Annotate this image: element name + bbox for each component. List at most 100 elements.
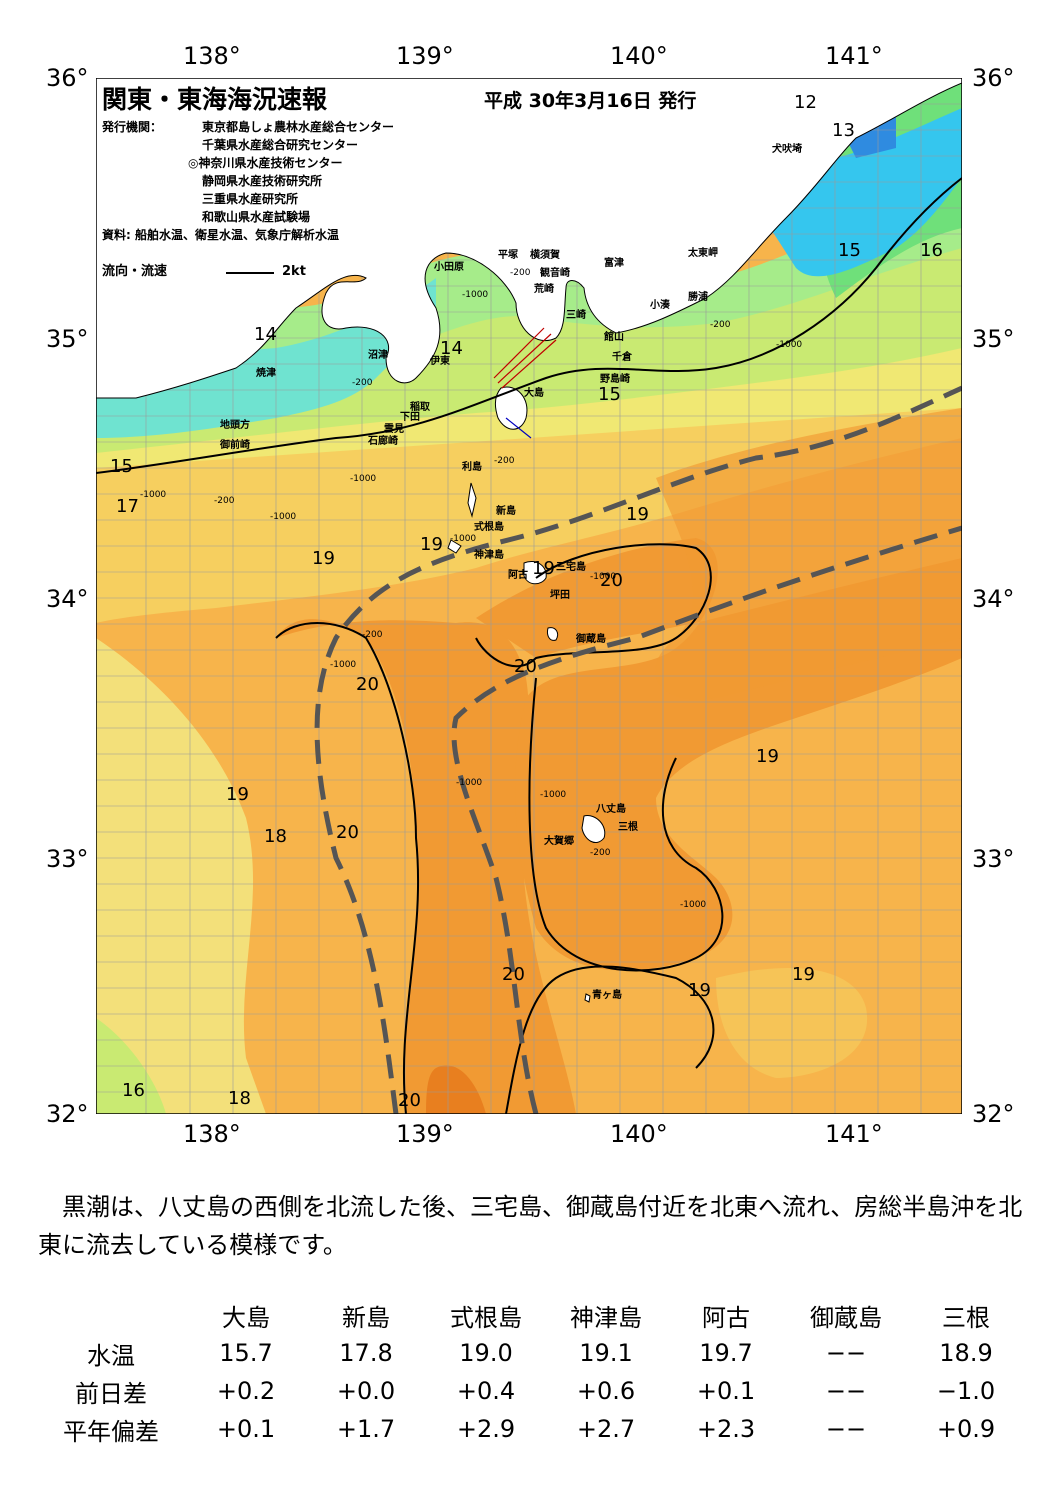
isotherm-label: 20	[356, 674, 379, 695]
place-katsuura: 勝浦	[688, 292, 708, 303]
place-tateyama: 館山	[604, 332, 624, 343]
temp-zone-21	[426, 1065, 486, 1114]
table-cell: +2.9	[456, 1415, 516, 1443]
place-inatori: 稲取	[410, 402, 430, 413]
place-arasaki: 荒崎	[534, 284, 554, 295]
land-izu-oshima	[494, 386, 528, 430]
table-cell: −−	[825, 1339, 867, 1367]
place-kominato: 小湊	[650, 300, 670, 311]
isotherm-label: 19	[532, 558, 555, 579]
lat-label-34-right: 34°	[972, 585, 1015, 613]
place-futtsu: 富津	[604, 258, 624, 269]
isotherm-label: 15	[598, 384, 621, 405]
isotherm-label: 19	[226, 784, 249, 805]
table-cell: +0.2	[216, 1377, 276, 1405]
land-kanto	[96, 78, 962, 399]
depth-label: -200	[710, 320, 731, 330]
land-aogashima	[584, 993, 591, 1003]
lat-label-36-left: 36°	[46, 64, 89, 92]
lat-label-35-left: 35°	[46, 325, 89, 353]
isotherm-label: 20	[336, 822, 359, 843]
isotherm-label: 16	[122, 1080, 145, 1101]
lat-label-32-left: 32°	[46, 1100, 89, 1128]
isotherm-label: 19	[756, 746, 779, 767]
isotherm-label: 19	[312, 548, 335, 569]
temp-zone-14	[96, 278, 436, 438]
isotherm-lines	[96, 177, 962, 1114]
table-cell: +0.6	[576, 1377, 636, 1405]
lon-label-139-bottom: 139°	[396, 1120, 454, 1148]
current-vectors	[493, 327, 557, 439]
isotherm-label: 20	[600, 570, 623, 591]
temp-zone-20-west	[276, 619, 576, 1114]
isotherm-label: 14	[440, 338, 463, 359]
table-cell: −−	[825, 1377, 867, 1405]
place-odawara: 小田原	[434, 262, 464, 273]
isotherm-20-loop	[475, 543, 712, 668]
table-row-label: 前日差	[75, 1379, 147, 1408]
table-col-header: 三根	[942, 1303, 990, 1332]
isotherm-label: 19	[420, 534, 443, 555]
table-header-row: 大島 新島 式根島 神津島 阿古 御蔵島 三根	[36, 1296, 1026, 1334]
lon-label-141-bottom: 141°	[825, 1120, 883, 1148]
table-row: 水温 15.7 17.8 19.0 19.1 19.7 −− 18.9	[36, 1334, 1026, 1372]
flow-legend-unit: 2kt	[282, 264, 306, 279]
table-cell: −−	[825, 1415, 867, 1443]
table-cell: 18.9	[939, 1339, 993, 1367]
depth-label: -1000	[680, 900, 707, 910]
publisher-2: ◎神奈川県水産技術センター	[188, 156, 343, 170]
depth-label: -200	[590, 848, 611, 858]
isotherm-label: 19	[792, 964, 815, 985]
table-cell: +0.9	[936, 1415, 996, 1443]
table-corner	[36, 1296, 186, 1334]
place-oshima: 大島	[524, 388, 544, 399]
isotherm-20-east	[528, 677, 724, 972]
place-hiratsuka: 平塚	[498, 250, 518, 261]
table-col-header: 式根島	[450, 1303, 522, 1332]
depth-label: -1000	[350, 474, 377, 484]
lon-label-138-bottom: 138°	[183, 1120, 241, 1148]
place-yokosuka: 横須賀	[530, 250, 560, 261]
depth-label: -1000	[776, 340, 803, 350]
temp-zone-19-ne	[655, 408, 962, 700]
isotherm-label: 14	[254, 324, 277, 345]
depth-label: -1000	[450, 534, 477, 544]
table-row-label: 平年偏差	[63, 1417, 159, 1446]
kuroshio-description: 黒潮は、八丈島の西側を北流した後、三宅島、御蔵島付近を北東へ流れ、房総半島沖を北…	[38, 1193, 1023, 1259]
table-cell: +0.4	[456, 1377, 516, 1405]
lat-label-34-left: 34°	[46, 585, 89, 613]
depth-label: -200	[214, 496, 235, 506]
table-cell: 17.8	[339, 1339, 393, 1367]
lat-lon-grid	[96, 78, 962, 1114]
table-cell: +0.1	[696, 1377, 756, 1405]
map-title: 関東・東海海況速報	[102, 85, 328, 114]
land-niijima	[467, 482, 477, 518]
water-temperature-table: 大島 新島 式根島 神津島 阿古 御蔵島 三根 水温 15.7 17.8 19.…	[36, 1296, 1026, 1448]
place-ako: 阿古	[508, 570, 528, 581]
place-mikurajima: 御蔵島	[576, 634, 606, 645]
place-yaizu: 焼津	[256, 368, 276, 379]
land-kozushima	[447, 539, 462, 554]
lon-label-140-top: 140°	[610, 42, 668, 70]
isotherm-label: 17	[116, 496, 139, 517]
table-col-header: 阿古	[702, 1303, 750, 1332]
sea-temperature-map	[96, 78, 962, 1114]
land-masses	[96, 78, 962, 1003]
place-tsubota: 坪田	[550, 590, 570, 601]
isotherm-label: 12	[794, 92, 817, 113]
place-niijima: 新島	[496, 506, 516, 517]
table-cell: +0.0	[336, 1377, 396, 1405]
table-row: 平年偏差 +0.1 +1.7 +2.9 +2.7 +2.3 −− +0.9	[36, 1410, 1026, 1448]
place-irozaki: 石廊崎	[368, 436, 398, 447]
place-inubozaki: 犬吠埼	[772, 144, 802, 155]
kuroshio-axis	[314, 385, 962, 1114]
depth-label: -1000	[456, 778, 483, 788]
land-miyakejima	[523, 561, 547, 585]
place-chikura: 千倉	[612, 352, 632, 363]
isotherm-label: 15	[110, 456, 133, 477]
publisher-3: 静岡県水産技術研究所	[202, 174, 323, 188]
place-shimoda: 下田	[400, 412, 420, 423]
depth-label: -200	[352, 378, 373, 388]
publisher-5: 和歌山県水産試験場	[202, 210, 311, 224]
place-kozushima: 神津島	[474, 550, 504, 561]
